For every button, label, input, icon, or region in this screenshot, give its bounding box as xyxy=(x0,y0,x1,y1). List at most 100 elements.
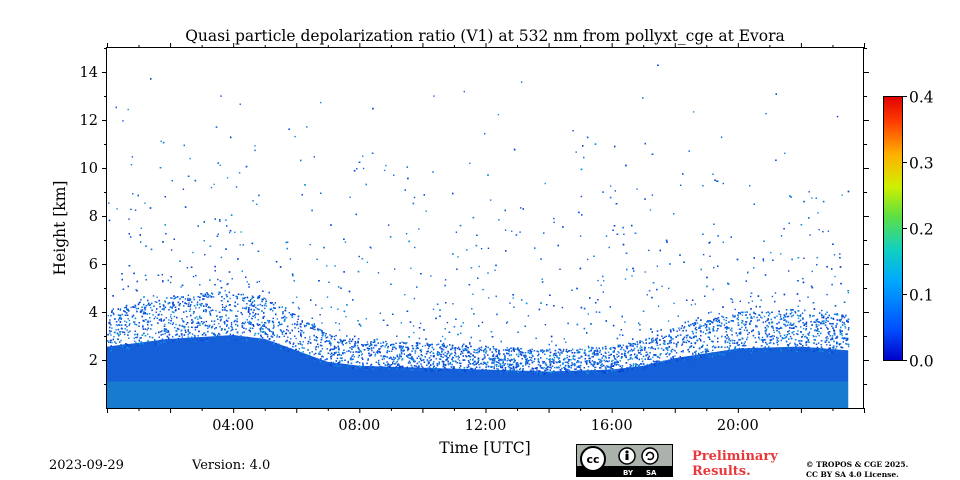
heatmap-pixel xyxy=(228,291,230,294)
heatmap-pixel xyxy=(682,350,684,352)
heatmap-pixel xyxy=(321,348,324,350)
heatmap-pixel xyxy=(402,350,405,352)
heatmap-pixel xyxy=(565,341,567,343)
heatmap-pixel xyxy=(342,340,345,342)
heatmap-pixel xyxy=(344,241,347,243)
heatmap-pixel xyxy=(146,329,148,331)
heatmap-pixel xyxy=(321,307,323,309)
heatmap-pixel xyxy=(688,356,690,358)
heatmap-pixel xyxy=(336,357,339,360)
heatmap-pixel xyxy=(205,303,207,305)
heatmap-pixel xyxy=(784,316,787,318)
heatmap-pixel xyxy=(832,323,834,325)
heatmap-pixel xyxy=(692,352,694,355)
heatmap-pixel xyxy=(412,348,415,350)
heatmap-pixel xyxy=(350,351,352,353)
heatmap-pixel xyxy=(319,351,321,353)
heatmap-pixel xyxy=(171,297,173,299)
heatmap-pixel xyxy=(414,246,416,249)
heatmap-pixel xyxy=(469,358,471,361)
heatmap-pixel xyxy=(178,304,181,307)
heatmap-pixel xyxy=(370,341,372,343)
heatmap-pixel xyxy=(742,320,744,322)
heatmap-pixel xyxy=(472,370,474,373)
heatmap-pixel xyxy=(622,344,624,346)
heatmap-pixel xyxy=(334,265,336,267)
heatmap-pixel xyxy=(446,321,449,324)
heatmap-pixel xyxy=(125,321,128,323)
heatmap-pixel xyxy=(750,315,753,318)
heatmap-pixel xyxy=(305,355,307,357)
heatmap-pixel xyxy=(651,347,653,349)
heatmap-pixel xyxy=(826,335,828,338)
heatmap-pixel xyxy=(718,321,721,324)
heatmap-pixel xyxy=(362,167,365,170)
heatmap-pixel xyxy=(220,95,222,97)
heatmap-pixel xyxy=(169,322,172,325)
heatmap-pixel xyxy=(786,320,788,322)
heatmap-pixel xyxy=(728,338,731,340)
heatmap-pixel xyxy=(558,357,561,359)
heatmap-pixel xyxy=(449,363,451,365)
heatmap-pixel xyxy=(626,367,628,369)
heatmap-pixel xyxy=(237,310,239,312)
heatmap-pixel xyxy=(765,112,767,115)
heatmap-pixel xyxy=(650,347,652,349)
heatmap-pixel xyxy=(736,318,738,320)
heatmap-pixel xyxy=(674,350,676,352)
heatmap-pixel xyxy=(680,350,683,353)
heatmap-pixel xyxy=(235,295,237,298)
heatmap-pixel xyxy=(458,359,461,362)
heatmap-pixel xyxy=(338,329,341,331)
heatmap-pixel xyxy=(790,309,792,311)
heatmap-pixel xyxy=(673,302,675,305)
heatmap-pixel xyxy=(418,228,420,230)
heatmap-pixel xyxy=(390,364,393,366)
heatmap-pixel xyxy=(219,164,221,166)
heatmap-pixel xyxy=(170,316,172,318)
heatmap-pixel xyxy=(656,265,658,267)
heatmap-pixel xyxy=(377,350,379,352)
heatmap-pixel xyxy=(156,301,158,303)
heatmap-pixel xyxy=(412,325,415,327)
heatmap-pixel xyxy=(197,325,199,327)
heatmap-pixel xyxy=(192,320,194,323)
heatmap-pixel xyxy=(133,337,135,339)
heatmap-pixel xyxy=(221,304,224,306)
heatmap-pixel xyxy=(394,357,397,359)
heatmap-pixel xyxy=(264,307,266,310)
heatmap-pixel xyxy=(289,342,291,345)
heatmap-pixel xyxy=(400,349,402,352)
heatmap-pixel xyxy=(743,323,745,325)
heatmap-pixel xyxy=(110,334,112,336)
heatmap-pixel xyxy=(170,281,172,284)
heatmap-pixel xyxy=(295,337,297,340)
heatmap-pixel xyxy=(570,367,572,369)
heatmap-pixel xyxy=(361,353,363,355)
heatmap-pixel xyxy=(766,324,768,327)
heatmap-pixel xyxy=(333,365,336,367)
heatmap-pixel xyxy=(460,370,462,373)
heatmap-pixel xyxy=(756,320,759,322)
heatmap-pixel xyxy=(780,314,782,316)
heatmap-pixel xyxy=(708,331,711,333)
heatmap-pixel xyxy=(840,330,842,332)
dense-aerosol-layer xyxy=(107,335,849,408)
heatmap-pixel xyxy=(265,333,267,335)
heatmap-pixel xyxy=(117,333,119,336)
heatmap-pixel xyxy=(587,345,590,348)
heatmap-pixel xyxy=(791,311,793,314)
heatmap-pixel xyxy=(675,352,678,354)
heatmap-pixel xyxy=(372,347,375,349)
heatmap-pixel xyxy=(516,369,518,371)
heatmap-pixel xyxy=(424,344,426,347)
heatmap-pixel xyxy=(235,338,238,340)
heatmap-pixel xyxy=(249,304,251,307)
heatmap-pixel xyxy=(188,302,190,304)
heatmap-pixel xyxy=(822,350,824,352)
heatmap-pixel xyxy=(434,368,437,371)
heatmap-pixel xyxy=(824,350,826,352)
heatmap-pixel xyxy=(238,172,241,174)
heatmap-pixel xyxy=(205,308,207,311)
heatmap-pixel xyxy=(603,280,605,282)
